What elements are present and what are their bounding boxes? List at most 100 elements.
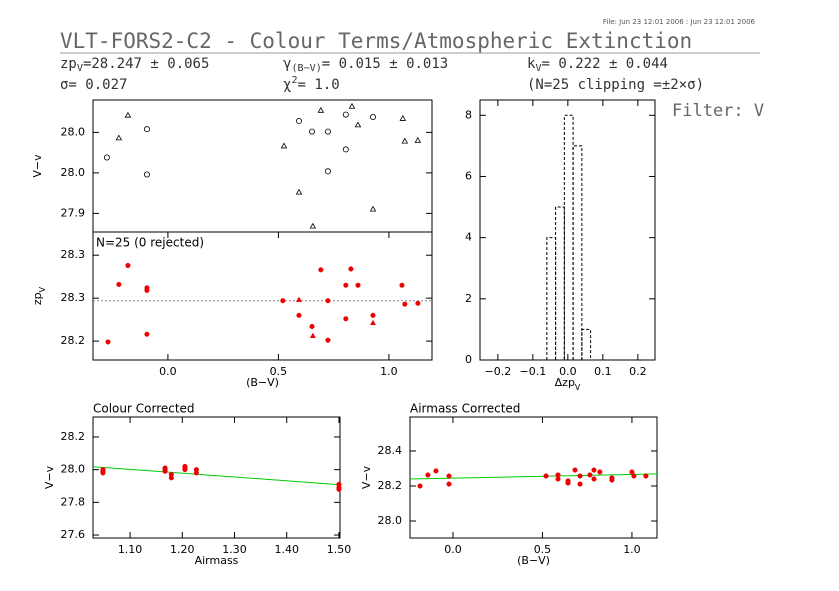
triangle-point: [309, 332, 316, 338]
x-tick-label: 0.0: [444, 543, 462, 556]
y-tick-label: 28.0: [61, 125, 86, 138]
triangle-point: [401, 137, 409, 144]
x-tick-label: 1.10: [118, 543, 143, 556]
histogram-bin: [581, 328, 592, 360]
circle-point: [597, 469, 603, 475]
circle-point: [162, 468, 168, 474]
clip-info: (N=25 clipping =±2×σ): [527, 77, 704, 93]
file-stamp: File: Jun 23 12:01 2006 : Jun 23 12:01 2…: [603, 18, 756, 26]
y-tick-label: 8: [465, 108, 472, 121]
circle-point: [433, 468, 439, 474]
text-part: zp: [31, 292, 44, 305]
circle-point: [609, 477, 615, 483]
circle-point: [591, 476, 597, 482]
y-tick-label: 28.0: [378, 514, 403, 527]
x-axis-label: ΔzpV: [555, 376, 581, 392]
circle-point: [144, 331, 150, 337]
triangle-point: [280, 142, 288, 149]
x-axis-label: (B−V): [517, 554, 550, 567]
y-axis-label: V−v: [31, 154, 44, 178]
plot-frame: [92, 231, 433, 361]
circle-point: [591, 467, 597, 473]
circle-point: [543, 473, 549, 479]
circle-point: [446, 473, 452, 479]
x-tick-label: 0.5: [270, 365, 288, 378]
x-tick-label: 1.0: [623, 543, 641, 556]
circle-point: [336, 486, 342, 492]
y-tick-label: 0: [465, 353, 472, 366]
circle-point: [168, 475, 174, 481]
x-tick-label: 0.1: [594, 365, 612, 378]
x-tick-label: 0.0: [559, 365, 577, 378]
circle-point: [587, 472, 593, 478]
sigma-result: σ= 0.027: [60, 77, 127, 93]
circle-point: [182, 467, 188, 473]
circle-point: [577, 481, 583, 487]
triangle-point: [414, 136, 422, 143]
x-tick-label: 0.5: [534, 543, 552, 556]
x-axis-label: Airmass: [195, 554, 239, 567]
circle-point: [280, 298, 286, 304]
text-part: zp: [60, 56, 77, 72]
x-tick-label: 1.20: [170, 543, 195, 556]
annotation: N=25 (0 rejected): [96, 236, 204, 250]
x-tick-label: 1.50: [327, 543, 352, 556]
panel-title: Colour Corrected: [93, 402, 195, 416]
fit-line: [409, 473, 658, 480]
text-part: V: [38, 286, 47, 292]
circle-point: [565, 480, 571, 486]
y-tick-label: 27.8: [61, 495, 86, 508]
circle-point: [417, 483, 423, 489]
plot-frame: [409, 416, 658, 539]
y-tick-label: 28.2: [61, 334, 86, 347]
x-tick-label: −0.1: [519, 365, 546, 378]
triangle-point: [115, 134, 123, 141]
x-tick-label: −0.2: [484, 365, 511, 378]
circle-point: [105, 339, 111, 345]
circle-point: [143, 171, 150, 178]
y-tick-label: 28.0: [61, 166, 86, 179]
circle-point: [572, 467, 578, 473]
triangle-point: [295, 188, 303, 195]
circle-point: [348, 266, 354, 272]
circle-point: [343, 282, 349, 288]
panel-title: Airmass Corrected: [410, 402, 520, 416]
x-axis-label: (B−V): [246, 376, 279, 389]
triangle-point: [309, 222, 317, 229]
circle-point: [355, 282, 361, 288]
y-tick-label: 2: [465, 292, 472, 305]
circle-point: [309, 323, 315, 330]
y-tick-label: 27.9: [61, 206, 86, 219]
zp-result: zpV=28.247 ± 0.065: [60, 56, 209, 74]
x-tick-label: 1.30: [222, 543, 247, 556]
text-part: k: [527, 56, 536, 72]
text-part: = 1.0: [298, 77, 340, 93]
circle-point: [399, 282, 405, 288]
chi-result: χ2= 1.0: [283, 75, 340, 93]
x-tick-label: 1.0: [380, 365, 398, 378]
circle-point: [446, 481, 452, 487]
triangle-point: [399, 115, 407, 121]
circle-point: [342, 146, 349, 153]
histogram-bin: [572, 145, 583, 360]
circle-point: [318, 267, 324, 273]
text-part: V: [575, 383, 581, 392]
circle-point: [103, 154, 110, 161]
text-part: (B−V): [291, 63, 321, 74]
triangle-point: [124, 111, 132, 118]
circle-point: [629, 469, 635, 475]
circle-point: [100, 470, 106, 476]
text-part: 2: [291, 75, 297, 86]
y-tick-label: 4: [465, 231, 472, 244]
x-tick-label: 1.40: [274, 543, 299, 556]
triangle-point: [369, 319, 377, 326]
text-part: =28.247 ± 0.065: [83, 56, 209, 72]
circle-point: [309, 128, 316, 135]
y-tick-label: 28.0: [61, 463, 86, 476]
circle-point: [116, 281, 122, 287]
circle-point: [342, 111, 349, 118]
y-axis-label: zpV: [31, 286, 47, 305]
circle-point: [143, 126, 150, 133]
